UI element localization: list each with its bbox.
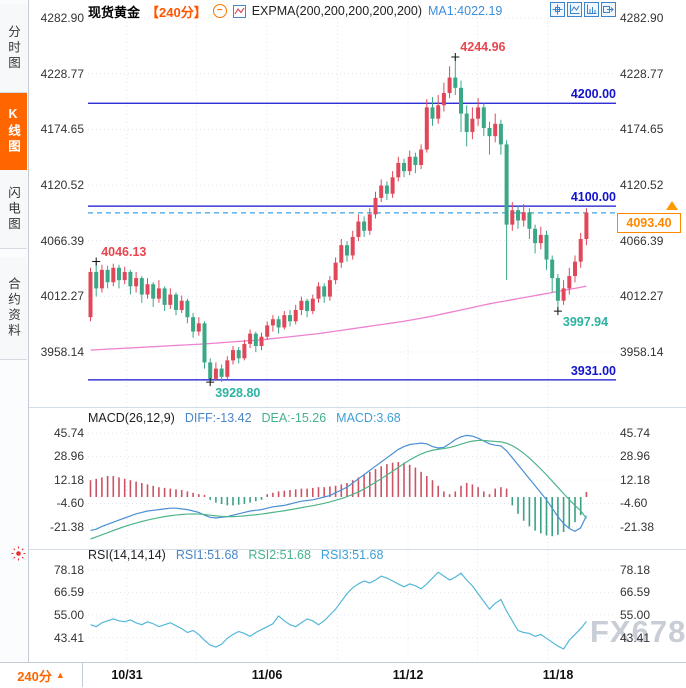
- main-y-tick-right: 4120.52: [620, 178, 664, 192]
- sidebar-tab-contract-info[interactable]: 合约资料: [0, 257, 27, 360]
- rsi-y-tick-left: 55.00: [53, 608, 84, 622]
- period-selector-button[interactable]: 240分 ▲: [0, 663, 83, 687]
- macd-value: MACD:3.68: [336, 411, 401, 425]
- dropdown-arrow-icon: ▲: [55, 670, 65, 680]
- macd-histogram: [89, 462, 588, 537]
- main-y-tick-left: 4228.77: [40, 66, 84, 81]
- symbol-name: 现货黄金: [88, 4, 141, 20]
- chart-header: 现货黄金 【240分】 − EXPMA(200,200,200,200,200)…: [88, 2, 502, 20]
- price-line-label: 4200.00: [570, 87, 616, 102]
- extreme-price-label: 3997.94: [562, 315, 609, 330]
- pop-out-icon[interactable]: [601, 2, 616, 17]
- main-y-tick-left: 4012.27: [40, 289, 84, 304]
- date-label: 10/31: [111, 668, 143, 682]
- chart-draw-icon[interactable]: [584, 2, 599, 17]
- macd-name: MACD(26,12,9): [88, 411, 175, 425]
- macd-y-tick-left: -4.60: [56, 496, 84, 511]
- extreme-price-label: 4244.96: [460, 40, 506, 55]
- rsi2-value: RSI2:51.68: [248, 548, 311, 562]
- macd-panel-separator: [29, 407, 686, 408]
- main-y-tick-right: 4012.27: [620, 289, 664, 304]
- time-axis-bar: 240分 ▲ 10/31 11/06 11/12 11/18: [0, 662, 686, 688]
- main-y-tick-right: 4228.77: [620, 66, 664, 81]
- macd-y-tick-left: 12.18: [53, 472, 84, 487]
- rsi-y-tick-right: 43.41: [620, 630, 651, 645]
- sidebar-tab-lightning[interactable]: 闪电图: [0, 170, 27, 249]
- macd-header: MACD(26,12,9) DIFF:-13.42 DEA:-15.26 MAC…: [88, 411, 401, 425]
- macd-y-tick-right: -4.60: [620, 496, 648, 511]
- price-arrow-icon: [666, 201, 678, 210]
- candlestick-layer: [88, 57, 589, 383]
- main-y-tick-left: 4174.65: [40, 122, 84, 137]
- macd-y-tick-right: 12.18: [620, 472, 651, 487]
- dea-line: [90, 439, 587, 540]
- macd-y-tick-left: -21.38: [49, 519, 84, 534]
- rsi-y-tick-right: 78.18: [620, 562, 651, 577]
- marker-layer: [92, 53, 562, 387]
- rsi-panel-separator: [29, 549, 686, 550]
- main-y-tick-right: 4174.65: [620, 122, 664, 137]
- date-label: 11/18: [542, 668, 574, 682]
- period-selector-label: 240分: [17, 668, 52, 684]
- main-y-tick-left: 4282.90: [40, 11, 84, 25]
- extreme-price-label: 3928.80: [215, 386, 261, 401]
- macd-diff-value: DIFF:-13.42: [184, 411, 252, 425]
- watermark: FX678: [590, 614, 686, 649]
- price-line-label: 3931.00: [570, 363, 616, 378]
- rsi3-value: RSI3:51.68: [320, 548, 384, 562]
- macd-y-tick-left: 28.96: [53, 449, 84, 464]
- main-y-tick-left: 4120.52: [40, 178, 84, 192]
- rsi-y-tick-right: 55.00: [620, 608, 651, 622]
- main-y-tick-left: 3958.14: [40, 345, 84, 359]
- date-label: 11/12: [392, 668, 424, 682]
- indicator-params: EXPMA(200,200,200,200,200): [251, 4, 422, 18]
- expma-line: [90, 285, 587, 351]
- crosshair-icon[interactable]: [550, 2, 565, 17]
- macd-y-tick-right: -21.38: [620, 519, 655, 534]
- chart-toolbar: [550, 2, 616, 17]
- ma1-value: MA1:4022.19: [427, 4, 503, 18]
- grid-layer: [88, 10, 616, 660]
- alert-icon[interactable]: [10, 545, 27, 567]
- macd-y-tick-right: 45.74: [620, 425, 651, 440]
- macd-dea-value: DEA:-15.26: [261, 411, 327, 425]
- price-line-label: 4100.00: [570, 190, 616, 205]
- last-price-box: 4093.40: [617, 213, 681, 233]
- sidebar: 分时图 K线图 闪电图 合约资料: [0, 0, 29, 662]
- date-label: 11/06: [251, 668, 283, 682]
- rsi1-value: RSI1:51.68: [175, 548, 239, 562]
- main-y-tick-left: 4066.39: [40, 233, 84, 248]
- macd-y-tick-left: 45.74: [53, 425, 84, 440]
- chart-scale-icon[interactable]: [567, 2, 582, 17]
- rsi-y-tick-left: 78.18: [53, 562, 84, 577]
- main-y-tick-right: 4282.90: [620, 11, 664, 25]
- indicator-icon[interactable]: [232, 4, 246, 18]
- period-label: 【240分】: [146, 4, 207, 20]
- horizontal-lines-layer: [88, 102, 616, 381]
- rsi-y-tick-left: 43.41: [53, 630, 84, 645]
- rsi-y-tick-left: 66.59: [53, 585, 84, 600]
- extreme-price-label: 4046.13: [101, 244, 147, 259]
- main-y-tick-right: 4066.39: [620, 233, 664, 248]
- rsi-name: RSI(14,14,14): [88, 548, 166, 562]
- diff-line: [90, 434, 587, 532]
- main-y-tick-right: 3958.14: [620, 345, 664, 359]
- rsi-line: [90, 571, 587, 650]
- sidebar-tab-kline[interactable]: K线图: [0, 93, 27, 170]
- rsi-header: RSI(14,14,14) RSI1:51.68 RSI2:51.68 RSI3…: [88, 548, 383, 562]
- sidebar-tab-timeshare[interactable]: 分时图: [0, 4, 27, 93]
- rsi-y-tick-right: 66.59: [620, 585, 651, 600]
- minus-circle-icon[interactable]: −: [212, 4, 227, 18]
- macd-y-tick-right: 28.96: [620, 449, 651, 464]
